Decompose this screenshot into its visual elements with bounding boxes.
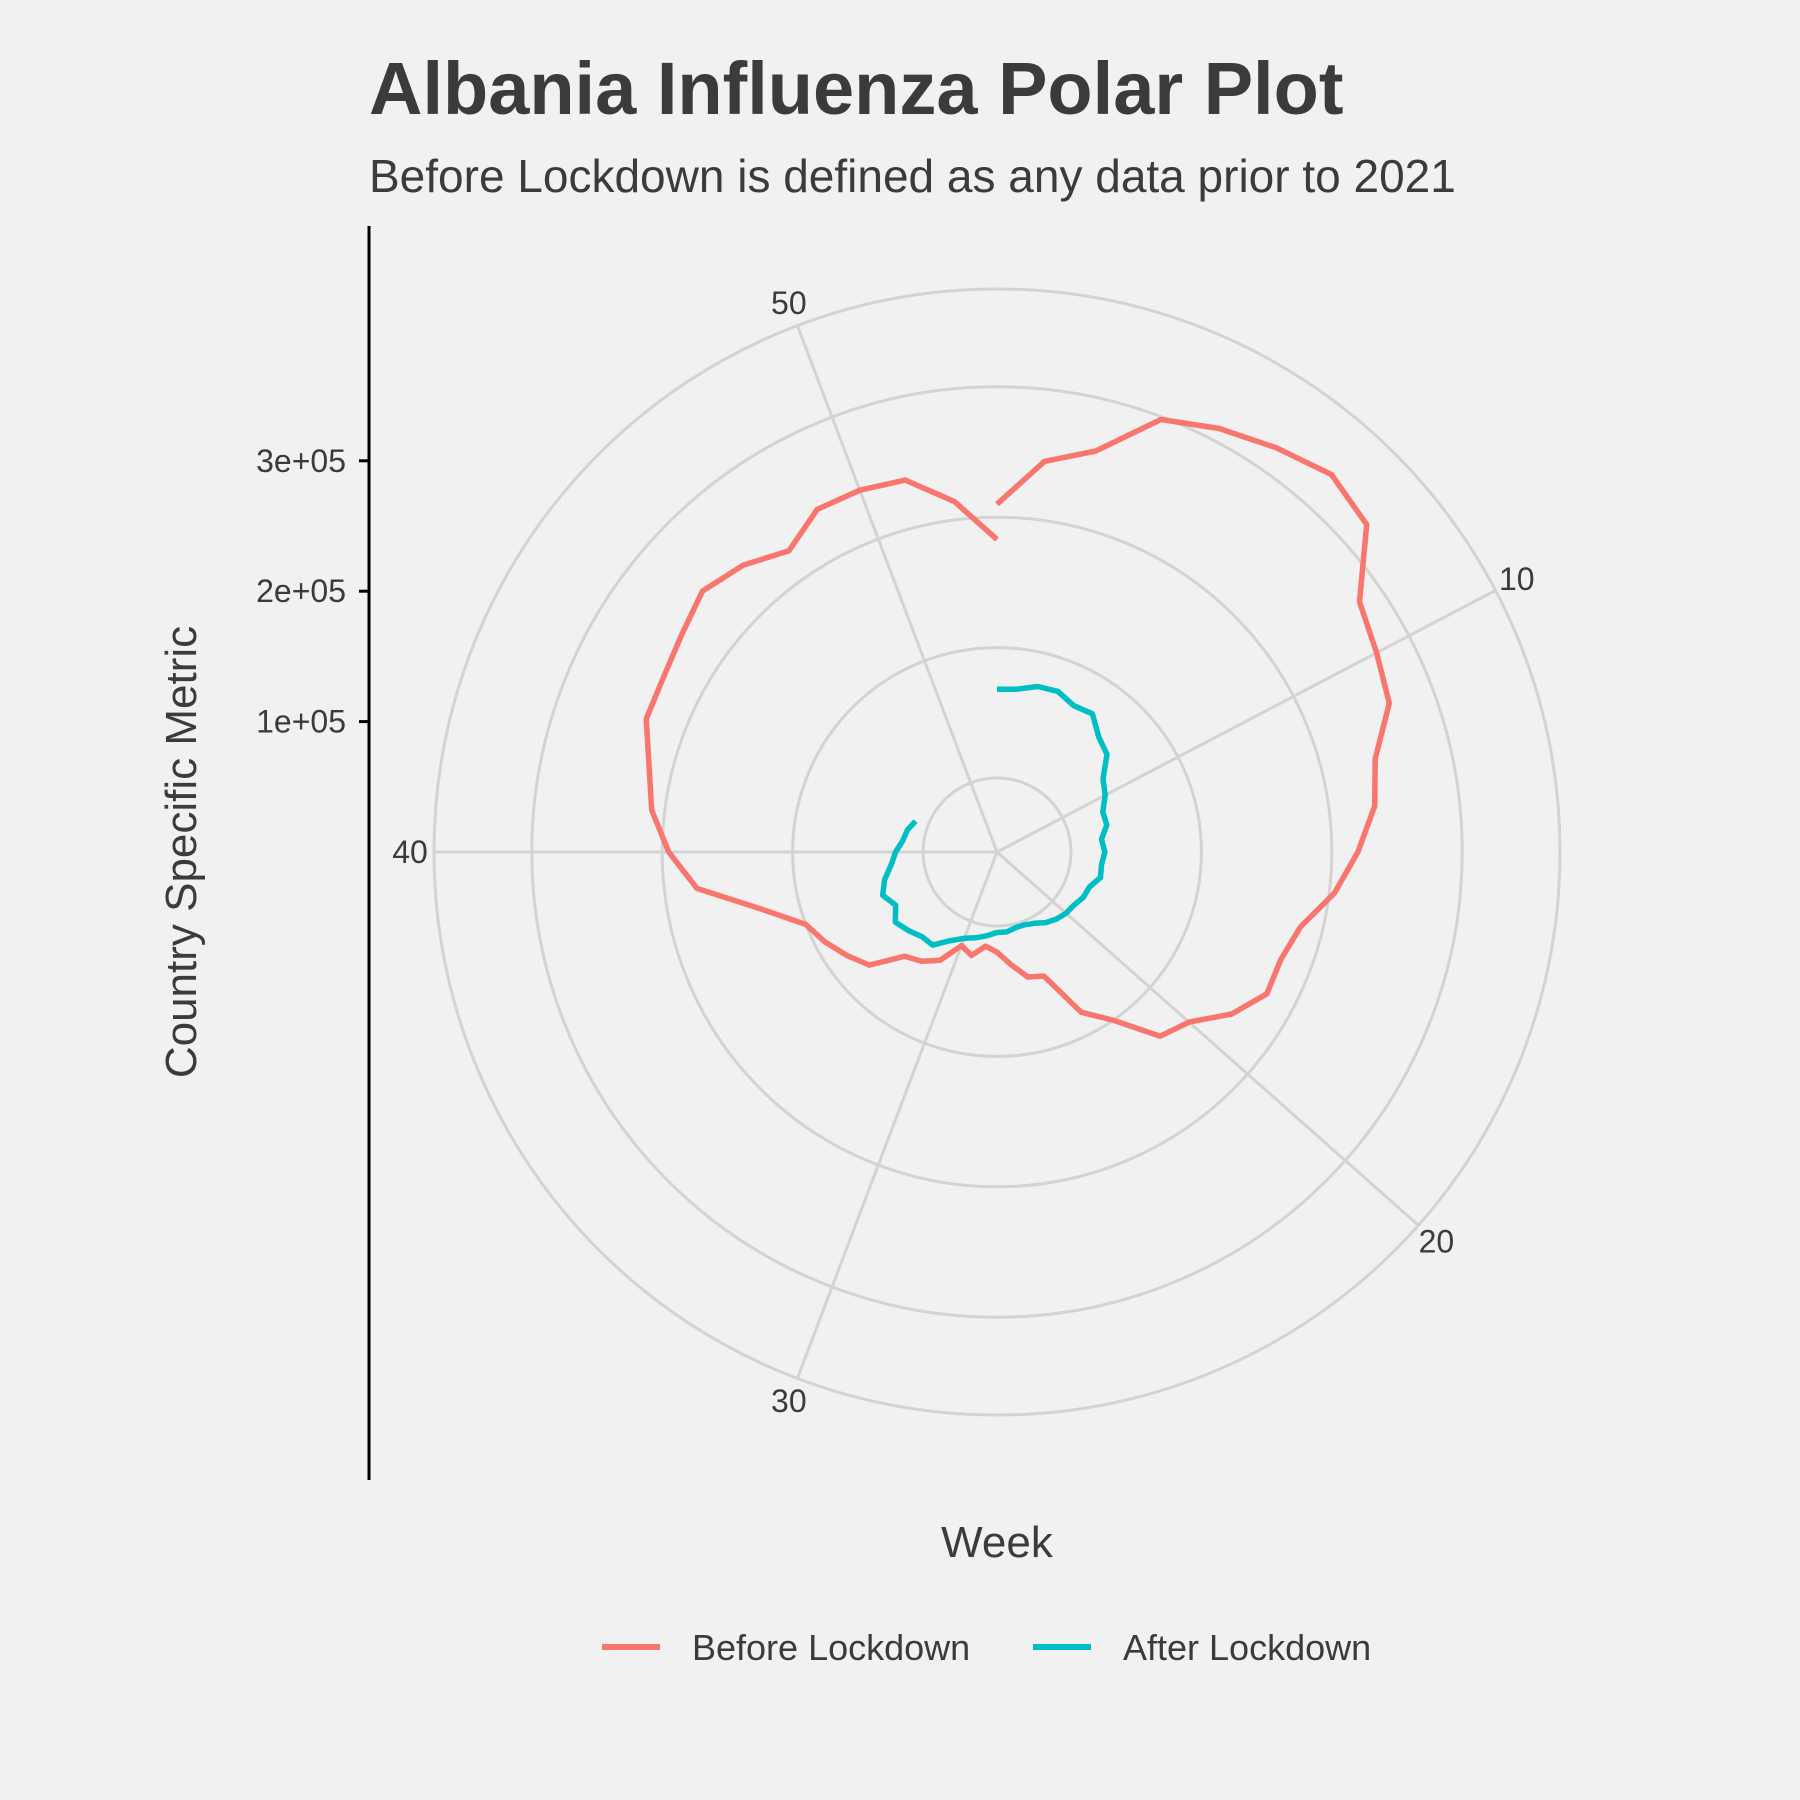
- theta-axis-ticks: 10 20 30 40 50: [392, 285, 1534, 1419]
- chart-title: Albania Influenza Polar Plot: [369, 47, 1343, 130]
- angular-gridline: [996, 850, 1420, 1227]
- theta-tick-label: 40: [392, 834, 428, 870]
- angular-gridline: [795, 325, 999, 853]
- x-axis-title: Week: [941, 1518, 1054, 1567]
- y-axis-title: Country Specific Metric: [157, 626, 206, 1078]
- y-tick-label: 2e+05: [256, 573, 346, 609]
- legend-label-after: After Lockdown: [1123, 1627, 1371, 1668]
- polar-grid: [432, 287, 1562, 1417]
- series-line-after-lockdown: [879, 683, 1110, 948]
- series-lines: [643, 416, 1393, 1039]
- y-tick-label: 3e+05: [256, 443, 346, 479]
- y-tick-label: 1e+05: [256, 704, 346, 740]
- angular-gridline: [795, 851, 999, 1379]
- series-line-before-lockdown: [643, 416, 1393, 1039]
- y-axis-ticks: 1e+05 2e+05 3e+05: [256, 443, 369, 740]
- theta-tick-label: 10: [1499, 561, 1535, 597]
- chart-subtitle: Before Lockdown is defined as any data p…: [369, 150, 1456, 202]
- theta-tick-label: 20: [1419, 1223, 1455, 1259]
- theta-tick-label: 50: [771, 285, 807, 321]
- angular-gridline: [996, 589, 1497, 854]
- theta-tick-label: 30: [771, 1383, 807, 1419]
- legend-label-before: Before Lockdown: [692, 1627, 970, 1668]
- legend: Before Lockdown After Lockdown: [602, 1627, 1371, 1668]
